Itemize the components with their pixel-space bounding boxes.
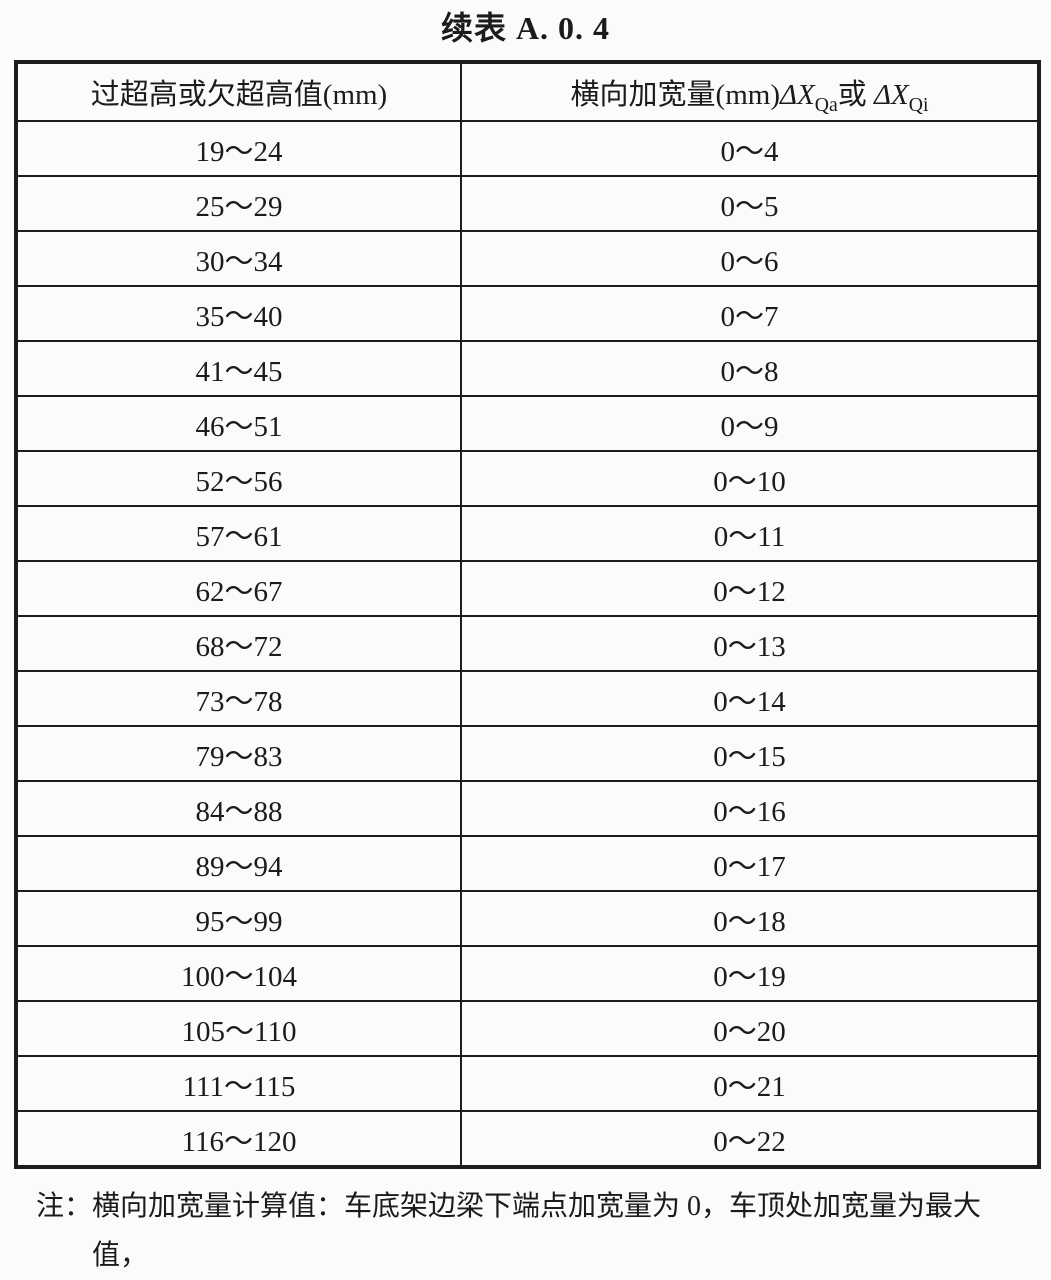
- col-header-widening: 横向加宽量(mm)ΔXQa或 ΔXQi: [460, 61, 1040, 122]
- widening-range: 0～7: [460, 285, 1040, 342]
- table-row: 46～51 0～9: [15, 395, 1040, 452]
- superelevation-range: 62～67: [15, 560, 462, 617]
- delta-x-qa-symbol: ΔXQa: [779, 79, 838, 116]
- delta-x-qi-symbol: ΔXQi: [873, 79, 929, 116]
- widening-range: 0～9: [460, 395, 1040, 452]
- widening-range: 0～21: [460, 1055, 1040, 1112]
- col-header-superelevation: 过超高或欠超高值(mm): [15, 61, 462, 122]
- superelevation-range: 95～99: [15, 890, 462, 947]
- widening-range: 0～10: [460, 450, 1040, 507]
- table-row: 105～110 0～20: [15, 1000, 1040, 1057]
- footnote-line-1: 横向加宽量计算值：车底架边梁下端点加宽量为 0，车顶处加宽量为最大值，: [92, 1191, 982, 1271]
- widening-range: 0～6: [460, 230, 1040, 287]
- table-row: 25～29 0～5: [15, 175, 1040, 232]
- table-row: 84～88 0～16: [15, 780, 1040, 837]
- widening-range: 0～16: [460, 780, 1040, 837]
- superelevation-range: 79～83: [15, 725, 462, 782]
- superelevation-range: 57～61: [15, 505, 462, 562]
- table-row: 41～45 0～8: [15, 340, 1040, 397]
- superelevation-range: 111～115: [15, 1055, 462, 1112]
- superelevation-range: 25～29: [15, 175, 462, 232]
- widening-range: 0～11: [460, 505, 1040, 562]
- table-footnote: 注： 横向加宽量计算值：车底架边梁下端点加宽量为 0，车顶处加宽量为最大值， 车…: [36, 1182, 1026, 1280]
- table-row: 95～99 0～18: [15, 890, 1040, 947]
- widening-range: 0～14: [460, 670, 1040, 727]
- table-row: 89～94 0～17: [15, 835, 1040, 892]
- widening-range: 0～8: [460, 340, 1040, 397]
- superelevation-range: 73～78: [15, 670, 462, 727]
- table-row: 68～72 0～13: [15, 615, 1040, 672]
- table-row: 52～56 0～10: [15, 450, 1040, 507]
- superelevation-range: 116～120: [15, 1110, 462, 1168]
- superelevation-range: 19～24: [15, 120, 462, 177]
- page-title: 续表 A. 0. 4: [440, 10, 611, 46]
- col-header-connector: 或: [837, 79, 874, 111]
- table-row: 30～34 0～6: [15, 230, 1040, 287]
- widening-range: 0～5: [460, 175, 1040, 232]
- widening-range: 0～15: [460, 725, 1040, 782]
- superelevation-range: 30～34: [15, 230, 462, 287]
- footnote-label: 注：: [36, 1191, 93, 1222]
- superelevation-range: 52～56: [15, 450, 462, 507]
- superelevation-range: 100～104: [15, 945, 462, 1002]
- superelevation-range: 89～94: [15, 835, 462, 892]
- table-header-row: 过超高或欠超高值(mm) 横向加宽量(mm)ΔXQa或 ΔXQi: [15, 61, 1040, 122]
- widening-range: 0～19: [460, 945, 1040, 1002]
- table-row: 111～115 0～21: [15, 1055, 1040, 1112]
- widening-range: 0～13: [460, 615, 1040, 672]
- superelevation-range: 68～72: [15, 615, 462, 672]
- table-row: 19～24 0～4: [15, 120, 1040, 177]
- table-row: 116～120 0～22: [15, 1110, 1040, 1168]
- table-row: 100～104 0～19: [15, 945, 1040, 1002]
- superelevation-range: 46～51: [15, 395, 462, 452]
- widening-range: 0～17: [460, 835, 1040, 892]
- widening-table: 过超高或欠超高值(mm) 横向加宽量(mm)ΔXQa或 ΔXQi 19～24 0…: [14, 60, 1041, 1169]
- superelevation-range: 84～88: [15, 780, 462, 837]
- footnote-text: 横向加宽量计算值：车底架边梁下端点加宽量为 0，车顶处加宽量为最大值， 车辆轮廓…: [92, 1182, 1026, 1280]
- widening-range: 0～12: [460, 560, 1040, 617]
- table-row: 62～67 0～12: [15, 560, 1040, 617]
- widening-range: 0～18: [460, 890, 1040, 947]
- widening-range: 0～4: [460, 120, 1040, 177]
- superelevation-range: 41～45: [15, 340, 462, 397]
- col-header-widening-prefix: 横向加宽量(mm): [570, 79, 780, 111]
- table-row: 57～61 0～11: [15, 505, 1040, 562]
- table-row: 73～78 0～14: [15, 670, 1040, 727]
- widening-range: 0～22: [460, 1110, 1040, 1168]
- superelevation-range: 35～40: [15, 285, 462, 342]
- superelevation-range: 105～110: [15, 1000, 462, 1057]
- table-row: 79～83 0～15: [15, 725, 1040, 782]
- table-row: 35～40 0～7: [15, 285, 1040, 342]
- widening-range: 0～20: [460, 1000, 1040, 1057]
